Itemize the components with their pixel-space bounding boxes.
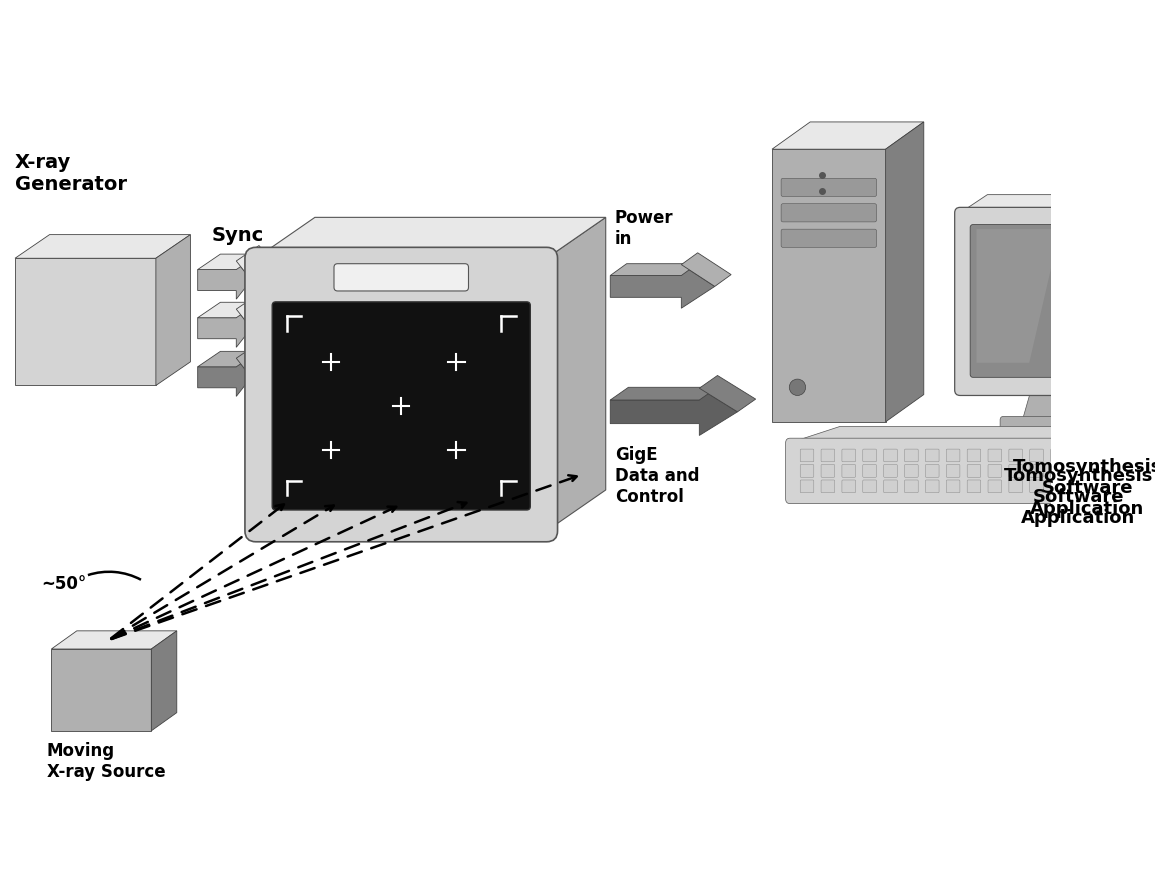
Polygon shape — [1142, 194, 1155, 390]
FancyBboxPatch shape — [821, 449, 835, 462]
FancyBboxPatch shape — [904, 449, 918, 462]
FancyBboxPatch shape — [1051, 449, 1064, 462]
Polygon shape — [237, 246, 274, 280]
FancyBboxPatch shape — [1009, 480, 1022, 493]
FancyBboxPatch shape — [800, 449, 814, 462]
FancyBboxPatch shape — [884, 480, 897, 493]
FancyBboxPatch shape — [1000, 416, 1083, 440]
FancyBboxPatch shape — [1009, 449, 1022, 462]
Polygon shape — [198, 302, 259, 318]
FancyBboxPatch shape — [842, 465, 856, 477]
FancyBboxPatch shape — [946, 465, 960, 477]
Text: X-ray
Generator: X-ray Generator — [15, 153, 127, 194]
Polygon shape — [681, 253, 731, 286]
Polygon shape — [610, 387, 717, 400]
FancyBboxPatch shape — [781, 204, 877, 222]
Polygon shape — [198, 351, 259, 367]
Text: GigE
Data and
Control: GigE Data and Control — [614, 446, 699, 506]
Polygon shape — [610, 388, 738, 436]
Text: ~50°: ~50° — [40, 575, 87, 592]
FancyBboxPatch shape — [781, 229, 877, 247]
FancyBboxPatch shape — [334, 264, 469, 291]
Polygon shape — [546, 217, 605, 531]
Polygon shape — [51, 649, 151, 730]
FancyBboxPatch shape — [245, 247, 558, 542]
FancyBboxPatch shape — [967, 449, 981, 462]
FancyBboxPatch shape — [842, 480, 856, 493]
FancyBboxPatch shape — [884, 449, 897, 462]
Polygon shape — [15, 258, 156, 385]
Polygon shape — [1022, 390, 1061, 422]
Polygon shape — [198, 254, 259, 269]
FancyBboxPatch shape — [967, 465, 981, 477]
FancyBboxPatch shape — [955, 208, 1147, 395]
FancyBboxPatch shape — [925, 480, 939, 493]
FancyBboxPatch shape — [1009, 465, 1022, 477]
Polygon shape — [256, 217, 605, 258]
FancyBboxPatch shape — [785, 438, 1119, 503]
Polygon shape — [886, 122, 924, 422]
FancyBboxPatch shape — [970, 224, 1132, 378]
Polygon shape — [790, 427, 1155, 443]
Polygon shape — [156, 235, 191, 385]
FancyBboxPatch shape — [988, 449, 1001, 462]
Text: Power
in: Power in — [614, 209, 673, 248]
Polygon shape — [198, 309, 252, 348]
FancyBboxPatch shape — [1030, 465, 1043, 477]
FancyBboxPatch shape — [800, 465, 814, 477]
Polygon shape — [610, 265, 715, 308]
FancyBboxPatch shape — [988, 480, 1001, 493]
FancyBboxPatch shape — [842, 449, 856, 462]
Text: Moving
X-ray Source: Moving X-ray Source — [47, 742, 165, 781]
FancyBboxPatch shape — [1072, 465, 1086, 477]
Polygon shape — [151, 631, 177, 730]
Polygon shape — [237, 343, 274, 378]
FancyBboxPatch shape — [863, 449, 877, 462]
FancyBboxPatch shape — [1051, 465, 1064, 477]
FancyBboxPatch shape — [1030, 480, 1043, 493]
Polygon shape — [198, 261, 252, 299]
Polygon shape — [772, 122, 924, 150]
Polygon shape — [976, 229, 1060, 363]
FancyBboxPatch shape — [946, 449, 960, 462]
FancyBboxPatch shape — [925, 465, 939, 477]
FancyBboxPatch shape — [1072, 449, 1086, 462]
FancyBboxPatch shape — [925, 449, 939, 462]
Polygon shape — [237, 294, 274, 328]
Polygon shape — [51, 631, 177, 649]
FancyBboxPatch shape — [967, 480, 981, 493]
FancyBboxPatch shape — [988, 465, 1001, 477]
Polygon shape — [960, 194, 1155, 213]
FancyBboxPatch shape — [1030, 449, 1043, 462]
FancyBboxPatch shape — [946, 480, 960, 493]
Text: Sync: Sync — [211, 225, 263, 245]
FancyBboxPatch shape — [821, 465, 835, 477]
FancyBboxPatch shape — [273, 302, 530, 510]
FancyBboxPatch shape — [863, 465, 877, 477]
FancyBboxPatch shape — [863, 480, 877, 493]
FancyBboxPatch shape — [821, 480, 835, 493]
FancyBboxPatch shape — [781, 179, 877, 196]
Polygon shape — [610, 264, 698, 275]
FancyBboxPatch shape — [904, 465, 918, 477]
Polygon shape — [699, 376, 755, 412]
FancyBboxPatch shape — [800, 480, 814, 493]
FancyBboxPatch shape — [1051, 480, 1064, 493]
FancyBboxPatch shape — [884, 465, 897, 477]
Text: Tomosynthesis
Software
Application: Tomosynthesis Software Application — [1013, 458, 1155, 517]
Text: Tomosynthesis
Software
Application: Tomosynthesis Software Application — [1004, 467, 1153, 527]
Circle shape — [789, 379, 806, 395]
FancyBboxPatch shape — [1072, 480, 1086, 493]
Polygon shape — [772, 150, 886, 422]
Polygon shape — [198, 358, 252, 396]
Polygon shape — [15, 235, 191, 258]
FancyBboxPatch shape — [904, 480, 918, 493]
